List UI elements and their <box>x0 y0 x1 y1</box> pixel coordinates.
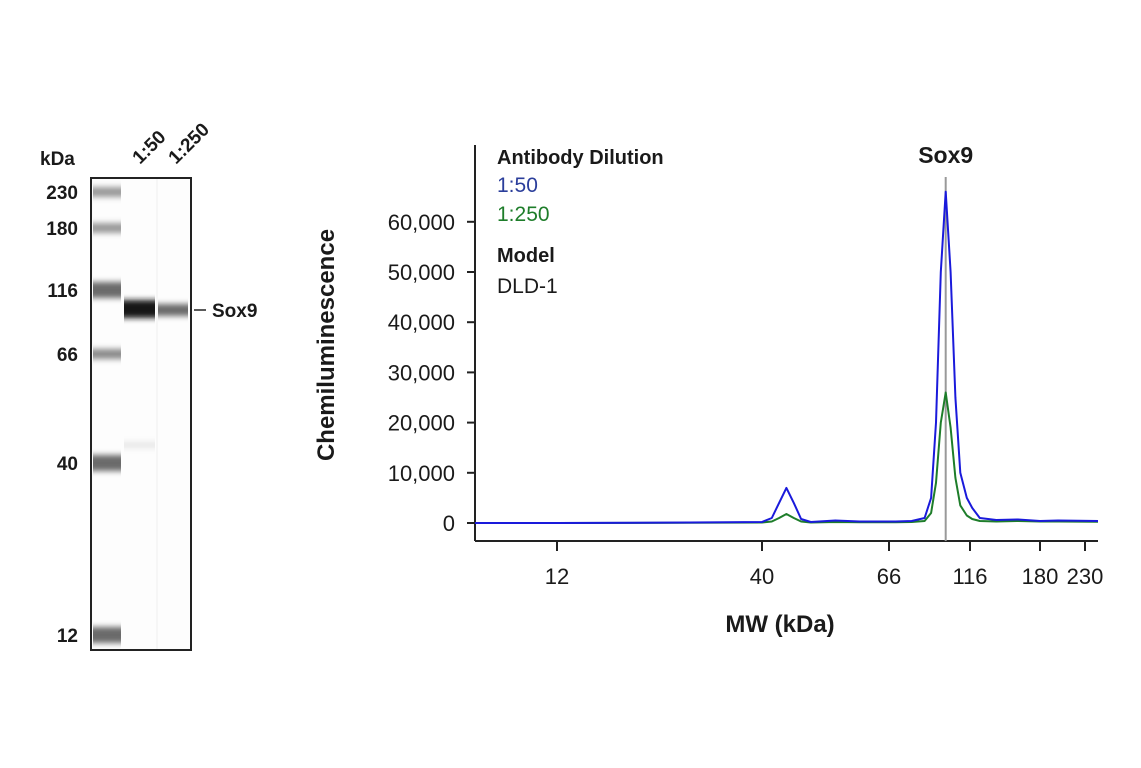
legend-model-title: Model <box>497 245 555 267</box>
y-tick-label: 30,000 <box>388 360 455 385</box>
blot-frame <box>90 177 192 651</box>
legend-model-value: DLD-1 <box>497 275 558 298</box>
ladder-band-230 <box>93 187 121 197</box>
band-1-50-faint <box>124 442 155 448</box>
marker-labels: 230 180 116 66 40 12 <box>46 183 78 647</box>
kda-label: kDa <box>40 149 75 170</box>
y-tick-label: 40,000 <box>388 310 455 335</box>
ladder-band-116 <box>93 282 121 298</box>
series-line-1-250 <box>475 391 1099 524</box>
legend-series-2: 1:250 <box>497 203 550 226</box>
y-tick-label: 0 <box>443 511 455 536</box>
y-tick-label: 50,000 <box>388 260 455 285</box>
marker-label-40: 40 <box>57 454 78 475</box>
ladder-band-180 <box>93 223 121 233</box>
ladder-band-66 <box>93 349 121 359</box>
virtual-blot: kDa 1:50 1:250 230 180 116 66 40 12 Sox9 <box>40 119 257 651</box>
x-tick-label: 230 <box>1067 564 1104 589</box>
lane-label-2: 1:250 <box>165 119 214 168</box>
blot-sox9-label: Sox9 <box>212 301 257 322</box>
ladder-band-12 <box>93 627 121 643</box>
x-tick-label: 40 <box>750 564 774 589</box>
series-line-1-50 <box>475 190 1099 524</box>
band-1-250-sox9 <box>158 304 188 316</box>
marker-label-66: 66 <box>57 345 78 366</box>
y-tick-label: 20,000 <box>388 411 455 436</box>
marker-label-12: 12 <box>57 626 78 647</box>
x-axis-label: MW (kDa) <box>725 611 834 638</box>
legend-series-1: 1:50 <box>497 174 538 197</box>
sox9-peak-label: Sox9 <box>918 142 973 168</box>
x-tick-label: 116 <box>952 564 987 589</box>
y-axis-label: Chemiluminescence <box>313 229 340 461</box>
y-tick-label: 60,000 <box>388 210 455 235</box>
marker-label-116: 116 <box>47 281 78 302</box>
x-tick-label: 66 <box>877 564 901 589</box>
marker-label-230: 230 <box>46 183 78 204</box>
lane-label-1: 1:50 <box>129 127 171 169</box>
band-1-50-sox9 <box>124 300 155 318</box>
x-tick-label: 180 <box>1022 564 1059 589</box>
y-tick-label: 10,000 <box>388 461 455 486</box>
electropherogram: 0 10,000 20,000 30,000 40,000 50,000 60,000 12… <box>313 142 1103 638</box>
legend-title: Antibody Dilution <box>497 147 664 169</box>
ladder-bands <box>93 187 121 643</box>
x-tick-label: 12 <box>545 564 569 589</box>
ladder-band-40 <box>93 455 121 471</box>
marker-label-180: 180 <box>46 219 78 240</box>
legend: Antibody Dilution 1:50 1:250 Model DLD-1 <box>497 147 664 298</box>
